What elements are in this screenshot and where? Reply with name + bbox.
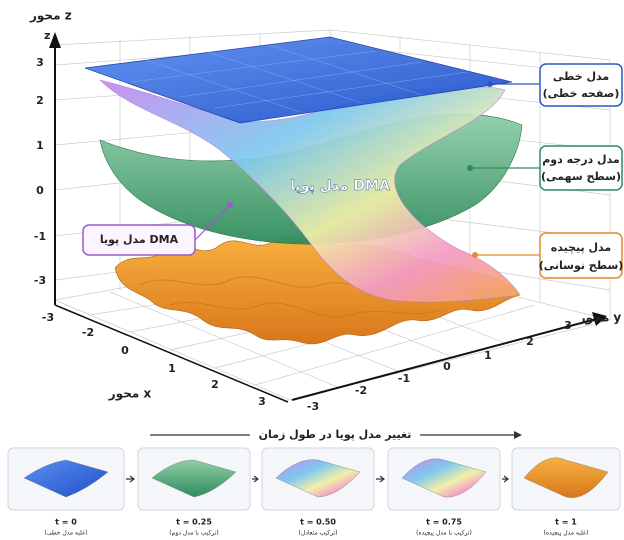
panel-time: t = 0.75 <box>426 518 462 527</box>
panel-time: t = 0.25 <box>176 518 212 527</box>
y-axis-label: محور y <box>578 311 622 326</box>
callout-title: مدل خطی <box>553 70 609 83</box>
linear-plane <box>84 36 513 124</box>
x-tick-label: 0 <box>121 344 129 357</box>
panel-caption: (ترکیب متعادل) <box>299 530 338 537</box>
x-tick-label: 3 <box>258 395 266 408</box>
y-tick-label: -1 <box>398 372 410 385</box>
panel-caption: (ترکیب با مدل پیچیده) <box>416 530 472 537</box>
panel-surface <box>523 457 609 498</box>
panel-time: t = 0.50 <box>300 518 336 527</box>
z-tick-label: 2 <box>36 94 44 107</box>
panel-surface <box>275 459 361 498</box>
panel-time: t = 0 <box>55 518 77 527</box>
dma-box-label: مدل پویا DMA <box>100 233 179 246</box>
callout-title: مدل درجه دوم <box>542 153 620 166</box>
panel-arrow <box>252 475 259 483</box>
x-tick-label: -3 <box>42 311 54 324</box>
y-tick-label: 1 <box>484 349 492 362</box>
timeline-arrow <box>514 431 522 439</box>
panel-arrow <box>376 475 385 483</box>
z-tick-label: 3 <box>36 56 44 69</box>
callout-subtitle: (سطح سهمی) <box>541 170 621 183</box>
x-axis-label: محور x <box>108 387 152 402</box>
z-tick-label: -3 <box>34 274 46 287</box>
callout-subtitle: (صفحه خطی) <box>543 87 620 100</box>
panel-surface <box>401 458 487 498</box>
panel-caption: (غلبه مدل خطی) <box>44 530 87 537</box>
panel-time: t = 1 <box>555 518 577 527</box>
z-tick-label: 0 <box>36 184 44 197</box>
panel-surface <box>23 459 109 498</box>
plane-grid <box>130 44 468 113</box>
z-axis-label: محور z <box>29 9 72 24</box>
y-tick-label: 2 <box>526 335 534 348</box>
z-tick-label: -1 <box>34 230 46 243</box>
x-tick-label: -2 <box>82 326 94 339</box>
panel-arrow <box>126 475 135 483</box>
panel-caption: (غلبه مدل پیچیده) <box>544 530 589 537</box>
timeline-title: تغییر مدل پویا در طول زمان <box>259 428 412 441</box>
callout-subtitle: (سطح نوسانی) <box>539 259 624 272</box>
x-tick-label: 1 <box>168 362 176 375</box>
y-tick-label: 0 <box>443 360 451 373</box>
y-tick-label: 3 <box>564 319 572 332</box>
dma-surface-label: مدل پویا DMA <box>290 178 390 194</box>
z-tick-label: 1 <box>36 139 44 152</box>
callout-boxes <box>82 63 623 279</box>
y-tick-label: -2 <box>355 384 367 397</box>
panel-arrow <box>502 475 509 483</box>
callout-title: مدل پیچیده <box>551 241 611 254</box>
z-letter: z <box>44 29 50 42</box>
x-tick-label: 2 <box>211 378 219 391</box>
y-tick-label: -3 <box>307 400 319 413</box>
panel-surface <box>151 459 237 498</box>
panel-caption: (ترکیب با مدل دوم) <box>169 530 218 537</box>
axes <box>49 32 607 403</box>
connectors <box>194 81 540 258</box>
